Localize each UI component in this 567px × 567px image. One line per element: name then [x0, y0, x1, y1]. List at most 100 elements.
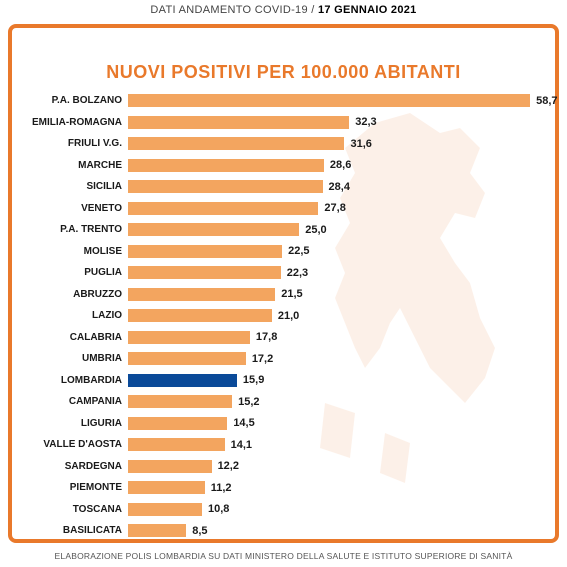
bar-chart-area: P.A. BOLZANO58,7EMILIA-ROMAGNA32,3FRIULI… — [28, 90, 539, 507]
bar-row: TOSCANA 10,8 — [28, 499, 539, 521]
bar-value: 15,2 — [238, 396, 259, 408]
region-label: P.A. TRENTO — [28, 224, 128, 235]
bar-track: 28,4 — [128, 180, 539, 193]
bar — [128, 223, 299, 236]
region-label: VENETO — [28, 203, 128, 214]
bar — [128, 180, 323, 193]
bar — [128, 395, 232, 408]
bar-row: LAZIO21,0 — [28, 305, 539, 327]
bar — [128, 159, 324, 172]
region-label: PUGLIA — [28, 267, 128, 278]
bar-value: 31,6 — [350, 138, 371, 150]
region-label: ABRUZZO — [28, 289, 128, 300]
bar-value: 22,5 — [288, 245, 309, 257]
region-label: SARDEGNA — [28, 461, 128, 472]
bar-track: 12,2 — [128, 460, 539, 473]
bar-row: EMILIA-ROMAGNA 32,3 — [28, 112, 539, 134]
region-label: SICILIA — [28, 181, 128, 192]
region-label: UMBRIA — [28, 353, 128, 364]
bar — [128, 417, 227, 430]
bar-track: 28,6 — [128, 159, 539, 172]
bar — [128, 374, 237, 387]
region-label: CALABRIA — [28, 332, 128, 343]
bar-track: 8,5 — [128, 524, 539, 537]
region-label: MOLISE — [28, 246, 128, 257]
bar-track: 14,1 — [128, 438, 539, 451]
bar-row: UMBRIA 17,2 — [28, 348, 539, 370]
bar-track: 27,8 — [128, 202, 539, 215]
region-label: LAZIO — [28, 310, 128, 321]
bar-track: 10,8 — [128, 503, 539, 516]
bar-row: SICILIA28,4 — [28, 176, 539, 198]
bar-value: 27,8 — [324, 202, 345, 214]
bar-row: MOLISE 22,5 — [28, 241, 539, 263]
bar-value: 15,9 — [243, 374, 264, 386]
bar-track: 17,8 — [128, 331, 539, 344]
bar-row: CALABRIA 17,8 — [28, 327, 539, 349]
region-label: LIGURIA — [28, 418, 128, 429]
bar-row: CAMPANIA 15,2 — [28, 391, 539, 413]
footer-source: ELABORAZIONE POLIS LOMBARDIA SU DATI MIN… — [0, 551, 567, 561]
bar-row: ABRUZZO 21,5 — [28, 284, 539, 306]
bar-track: 22,3 — [128, 266, 539, 279]
bar-row: VENETO 27,8 — [28, 198, 539, 220]
region-label: FRIULI V.G. — [28, 138, 128, 149]
region-label: PIEMONTE — [28, 482, 128, 493]
bar — [128, 309, 272, 322]
chart-frame: NUOVI POSITIVI PER 100.000 ABITANTI P.A.… — [8, 24, 559, 543]
bar-track: 17,2 — [128, 352, 539, 365]
bar — [128, 460, 212, 473]
bar-row: P.A. BOLZANO58,7 — [28, 90, 539, 112]
bar-track: 31,6 — [128, 137, 539, 150]
bar — [128, 116, 349, 129]
bar — [128, 137, 344, 150]
bar — [128, 245, 282, 258]
region-label: TOSCANA — [28, 504, 128, 515]
bar-value: 22,3 — [287, 267, 308, 279]
bar — [128, 524, 186, 537]
bar — [128, 266, 281, 279]
bar-track: 14,5 — [128, 417, 539, 430]
bar-value: 14,5 — [233, 417, 254, 429]
bar — [128, 331, 250, 344]
bar-row: MARCHE 28,6 — [28, 155, 539, 177]
bar-row: LOMBARDIA 15,9 — [28, 370, 539, 392]
bar-track: 58,7 — [128, 94, 539, 107]
bar-value: 14,1 — [231, 439, 252, 451]
bar-value: 32,3 — [355, 116, 376, 128]
bar-track: 21,5 — [128, 288, 539, 301]
region-label: EMILIA-ROMAGNA — [28, 117, 128, 128]
bar-value: 21,5 — [281, 288, 302, 300]
chart-title: NUOVI POSITIVI PER 100.000 ABITANTI — [12, 62, 555, 83]
bar-value: 12,2 — [218, 460, 239, 472]
bar-value: 11,2 — [211, 482, 232, 494]
bar-track: 15,9 — [128, 374, 539, 387]
bar — [128, 352, 246, 365]
bar-track: 21,0 — [128, 309, 539, 322]
region-label: CAMPANIA — [28, 396, 128, 407]
region-label: BASILICATA — [28, 525, 128, 536]
region-label: LOMBARDIA — [28, 375, 128, 386]
bar-track: 11,2 — [128, 481, 539, 494]
bar-row: LIGURIA 14,5 — [28, 413, 539, 435]
bar-row: PIEMONTE 11,2 — [28, 477, 539, 499]
bar-value: 17,2 — [252, 353, 273, 365]
bar-row: BASILICATA8,5 — [28, 520, 539, 542]
bar-value: 17,8 — [256, 331, 277, 343]
bar — [128, 503, 202, 516]
region-label: VALLE D'AOSTA — [28, 439, 128, 450]
bar-track: 22,5 — [128, 245, 539, 258]
header-date: 17 GENNAIO 2021 — [318, 4, 417, 16]
header-prefix: DATI ANDAMENTO COVID-19 / — [150, 4, 318, 16]
bar — [128, 288, 275, 301]
bar-value: 10,8 — [208, 503, 229, 515]
bar-row: PUGLIA 22,3 — [28, 262, 539, 284]
bar-track: 15,2 — [128, 395, 539, 408]
bar-value: 28,6 — [330, 159, 351, 171]
bar — [128, 94, 530, 107]
region-label: P.A. BOLZANO — [28, 95, 128, 106]
bar-value: 58,7 — [536, 95, 557, 107]
region-label: MARCHE — [28, 160, 128, 171]
bar — [128, 481, 205, 494]
bar-row: P.A. TRENTO25,0 — [28, 219, 539, 241]
